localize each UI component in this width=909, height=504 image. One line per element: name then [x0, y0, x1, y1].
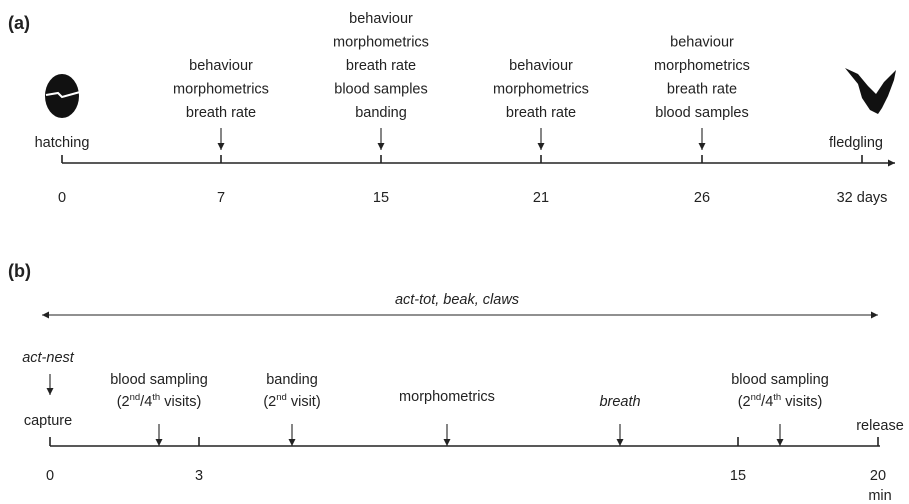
start-label: capture [24, 413, 72, 429]
event-line: blood samples [655, 105, 749, 121]
end-label: release [856, 418, 904, 434]
egg-icon [45, 74, 81, 118]
event-line: banding [355, 105, 407, 121]
panel-label: (b) [8, 261, 31, 281]
panel-label: (a) [8, 13, 30, 33]
event-line: morphometrics [654, 58, 750, 74]
tick-label: 0 [58, 190, 66, 206]
tick-label: 32 days [837, 190, 888, 206]
event-note: (2nd/4th visits) [738, 392, 823, 410]
superscript: th [773, 392, 781, 403]
superscript: nd [130, 392, 141, 403]
event-line: morphometrics [173, 81, 269, 97]
event-note: (2nd visit) [263, 392, 320, 410]
event-title: blood sampling [110, 372, 208, 388]
event-line: breath rate [506, 105, 576, 121]
note-text: /4 [761, 394, 773, 410]
event-title: morphometrics [399, 389, 495, 405]
tick-label: 0 [46, 468, 54, 484]
event-line: breath rate [186, 105, 256, 121]
note-text: (2 [117, 394, 130, 410]
start-note: act-nest [22, 350, 75, 366]
tick-label: 3 [195, 468, 203, 484]
event-title: breath [599, 394, 640, 410]
tick-label: 21 [533, 190, 549, 206]
note-text: visits) [781, 394, 822, 410]
event-line: behaviour [670, 34, 734, 50]
event-note: (2nd/4th visits) [117, 392, 202, 410]
tick-label: 15 [373, 190, 389, 206]
note-text: visits) [160, 394, 201, 410]
event-line: morphometrics [493, 81, 589, 97]
superscript: th [152, 392, 160, 403]
span-label: act-tot, beak, claws [395, 292, 519, 308]
event-title: banding [266, 372, 318, 388]
end-label: fledgling [829, 135, 883, 151]
tick-label: 26 [694, 190, 710, 206]
event-line: behaviour [509, 58, 573, 74]
note-text: (2 [263, 394, 276, 410]
tick-label: 15 [730, 468, 746, 484]
event-arrows [155, 424, 784, 446]
tick-label: 20 [870, 468, 886, 484]
tick-label: 7 [217, 190, 225, 206]
superscript: nd [276, 392, 287, 403]
event-line: blood samples [334, 81, 428, 97]
bird-icon [845, 68, 896, 114]
event-line: behaviour [189, 58, 253, 74]
start-label: hatching [35, 135, 90, 151]
event-line: morphometrics [333, 34, 429, 50]
superscript: nd [751, 392, 762, 403]
event-line: breath rate [667, 81, 737, 97]
event-line: behaviour [349, 11, 413, 27]
note-text: (2 [738, 394, 751, 410]
note-text: /4 [140, 394, 152, 410]
event-line: breath rate [346, 58, 416, 74]
note-text: visit) [287, 394, 321, 410]
unit-label: min [868, 488, 891, 504]
event-title: blood sampling [731, 372, 829, 388]
